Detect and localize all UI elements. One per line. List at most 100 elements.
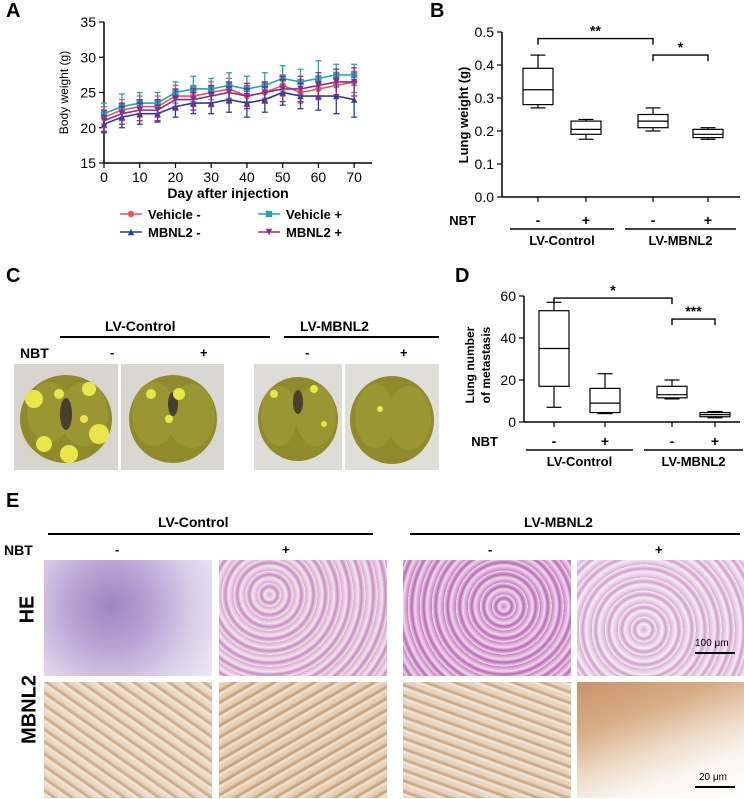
panel-d-box-body — [589, 387, 621, 414]
panel-d-y-label-line-1: Lung number — [463, 326, 477, 403]
panel-b-row-label: NBT — [449, 213, 476, 228]
panel-b-y-tick-label: 0.2 — [475, 123, 495, 139]
panel-a-y-tick-label: 15 — [80, 155, 96, 171]
panel-a-x-tick-label: 70 — [346, 169, 362, 185]
panel-a-x-tick-label: 60 — [311, 169, 327, 185]
panel-a-legend-marker — [265, 210, 273, 218]
panel-c-sign-2: + — [200, 345, 208, 360]
panel-d-y-tick-label: 0 — [508, 414, 516, 430]
panel-b-sig-bracket — [537, 37, 654, 45]
panel-a-x-tick-label: 40 — [239, 169, 255, 185]
panel-b-box-body — [522, 67, 554, 106]
panel-a-point — [297, 85, 304, 93]
he-image-mbnl2-neg — [403, 560, 571, 676]
panel-a-point — [350, 78, 358, 86]
panel-d-row-label: NBT — [471, 434, 498, 449]
panel-d-sig-label: *** — [685, 303, 702, 319]
panel-d-box — [589, 373, 621, 415]
panel-c-sign-3: - — [305, 345, 310, 360]
panel-b-y-tick-label: 0.3 — [475, 90, 495, 106]
panel-d-y-tick-label: 20 — [500, 372, 516, 388]
panel-d-sig-bracket — [671, 318, 716, 326]
panel-b-box — [692, 127, 724, 140]
panel-c-sign-1: - — [110, 345, 115, 360]
panel-a-x-tick-label: 30 — [203, 169, 219, 185]
panel-a-point — [118, 110, 126, 117]
panel-d-y-tick-label: 60 — [500, 288, 516, 304]
scalebar-he-label: 100 μm — [695, 638, 729, 649]
panel-a-point — [136, 106, 143, 114]
panel-b-group-label: LV-MBNL2 — [648, 233, 712, 248]
panel-a-point — [243, 92, 251, 100]
panel-b-y-tick-label: 0.4 — [475, 57, 495, 73]
panel-d-box — [656, 379, 688, 400]
panel-d-group-label: LV-Control — [547, 454, 612, 469]
panel-b-sig-label: ** — [590, 23, 601, 39]
panel-a-point — [350, 96, 358, 103]
panel-c-sign-4: + — [400, 345, 408, 360]
panel-a-point — [190, 96, 197, 103]
panel-b-sig-label: * — [678, 39, 684, 55]
panel-a-point — [333, 78, 340, 86]
panel-a-point — [208, 92, 215, 100]
panel-d-box — [699, 410, 731, 419]
panel-d-box-body — [656, 385, 688, 399]
scalebar-ihc — [695, 786, 735, 788]
panel-c-group-2-line — [284, 336, 439, 338]
panel-e-group-2-line — [410, 533, 740, 535]
panel-d-letter: D — [455, 265, 470, 287]
panel-a-legend-marker — [127, 228, 135, 236]
panel-a-x-tick-label: 50 — [275, 169, 291, 185]
panel-b-box — [637, 107, 669, 132]
panel-a-legend-label: MBNL2 - — [148, 225, 201, 240]
panel-c-group-2: LV-MBNL2 — [300, 318, 369, 334]
panel-b-category-label: + — [582, 212, 590, 228]
panel-a-point — [279, 85, 286, 93]
panel-a-letter: A — [6, 0, 21, 22]
panel-a-point — [333, 92, 340, 100]
panel-b-category-label: - — [536, 212, 541, 228]
panel-d-category-label: - — [670, 433, 675, 449]
panel-b-y-tick-label: 0.1 — [475, 156, 495, 172]
panel-d-sig-bracket — [553, 297, 673, 305]
panel-d-sig-label: * — [610, 282, 616, 298]
scalebar-ihc-label: 20 μm — [699, 772, 727, 783]
panel-e-sign-1: - — [115, 542, 120, 557]
panel-d-y-label-line-2: of metastasis — [479, 326, 493, 403]
panel-c-nbt-label: NBT — [20, 345, 49, 361]
panel-b-box — [570, 118, 602, 140]
panel-a-legend-label: MBNL2 + — [286, 225, 342, 240]
panel-b-box — [522, 54, 554, 109]
panel-e-sign-4: + — [655, 542, 663, 557]
he-image-mbnl2-pos: 100 μm — [577, 560, 744, 676]
panel-d-box — [538, 301, 570, 408]
panel-a-x-tick-label: 10 — [132, 169, 148, 185]
lung-photo-mbnl2-pos — [345, 364, 439, 470]
panel-e-group-1: LV-Control — [158, 514, 229, 530]
panel-d-category-label: + — [601, 433, 609, 449]
panel-a-y-tick-label: 25 — [80, 85, 96, 101]
panel-a-legend-label: Vehicle + — [286, 207, 342, 222]
panel-a-point — [172, 96, 179, 103]
panel-b-box-body — [692, 128, 724, 139]
panel-a-chart: 15 20 25 30 35 0 10 20 30 40 50 60 70 Day after injec… — [57, 14, 372, 240]
panel-a-x-label: Day after injection — [167, 185, 288, 201]
panel-b-group-label: LV-Control — [529, 233, 594, 248]
panel-e-row-he-label: HE — [16, 595, 39, 624]
panel-e-group-1-line — [48, 533, 373, 535]
panel-c-group-1: LV-Control — [105, 318, 176, 334]
panel-d-group-label: LV-MBNL2 — [661, 454, 725, 469]
panel-c-group-1-line — [60, 336, 270, 338]
panel-b-category-label: - — [651, 212, 656, 228]
panel-b-category-label: + — [704, 212, 712, 228]
panel-b-letter: B — [430, 0, 445, 22]
panel-b-y-tick-label: 0.0 — [475, 189, 495, 205]
panel-a-y-tick-label: 30 — [80, 49, 96, 65]
panel-d-category-label: - — [552, 433, 557, 449]
panel-a-x-tick-label: 20 — [168, 169, 184, 185]
panel-a-legend-label: Vehicle - — [148, 207, 201, 222]
scalebar-he — [695, 652, 735, 654]
panel-e-group-2: LV-MBNL2 — [524, 514, 593, 530]
panel-b-y-label: Lung weight (g) — [456, 67, 471, 164]
panel-b-sig-bracket — [652, 54, 709, 62]
